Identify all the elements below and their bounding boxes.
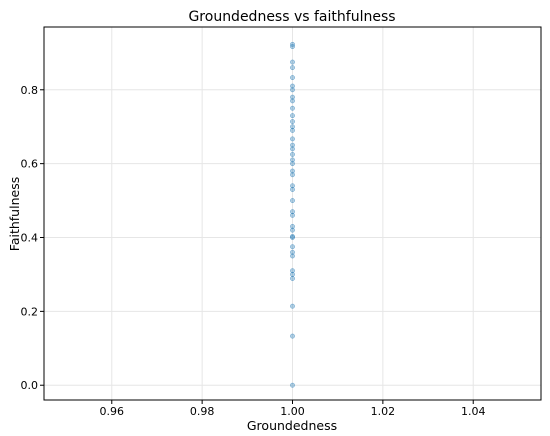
scatter-point bbox=[290, 172, 295, 178]
scatter-point bbox=[290, 113, 295, 119]
scatter-point bbox=[290, 209, 295, 215]
y-axis-label: Faithfulness bbox=[7, 177, 22, 251]
x-tick-label: 1.00 bbox=[280, 405, 305, 418]
scatter-point bbox=[290, 157, 295, 163]
scatter-point bbox=[290, 65, 295, 71]
y-tick-label: 0.2 bbox=[21, 305, 39, 318]
scatter-point bbox=[290, 198, 295, 204]
x-tick-label: 1.04 bbox=[461, 405, 486, 418]
scatter-point bbox=[290, 41, 295, 47]
scatter-point bbox=[290, 333, 295, 339]
scatter-point bbox=[290, 253, 295, 259]
y-tick-label: 0.0 bbox=[21, 379, 39, 392]
x-axis-ticks: 0.96 0.98 1.00 1.02 1.04 bbox=[100, 400, 486, 418]
scatter-point bbox=[290, 94, 295, 100]
scatter-point bbox=[290, 98, 295, 104]
scatter-point bbox=[290, 127, 295, 133]
scatter-point bbox=[290, 235, 295, 240]
y-axis-ticks: 0.0 0.2 0.4 0.6 0.8 bbox=[21, 84, 44, 392]
scatter-point bbox=[290, 75, 295, 81]
scatter-point bbox=[290, 227, 295, 233]
scatter-point bbox=[290, 168, 295, 174]
scatter-point bbox=[290, 271, 295, 277]
scatter-point bbox=[290, 276, 295, 281]
x-axis-label: Groundedness bbox=[247, 418, 337, 433]
scatter-point bbox=[290, 161, 295, 167]
scatter-point bbox=[290, 183, 295, 189]
x-tick-label: 0.96 bbox=[100, 405, 125, 418]
scatter-point bbox=[290, 223, 295, 229]
scatter-point bbox=[290, 87, 295, 93]
scatter-point bbox=[290, 303, 295, 309]
data-points bbox=[290, 41, 295, 388]
y-tick-label: 0.8 bbox=[21, 84, 39, 97]
scatter-point bbox=[290, 187, 295, 192]
scatter-point bbox=[290, 105, 295, 111]
scatter-point bbox=[290, 249, 295, 255]
scatter-point bbox=[290, 244, 295, 250]
y-tick-label: 0.4 bbox=[21, 232, 39, 245]
x-tick-label: 1.02 bbox=[371, 405, 396, 418]
x-tick-label: 0.98 bbox=[190, 405, 215, 418]
scatter-point bbox=[290, 83, 295, 89]
scatter-point bbox=[290, 119, 295, 124]
chart-title: Groundedness vs faithfulness bbox=[188, 9, 395, 25]
scatter-point bbox=[290, 124, 295, 130]
y-tick-label: 0.6 bbox=[21, 158, 39, 171]
scatter-point bbox=[290, 233, 295, 239]
scatter-point bbox=[290, 268, 295, 274]
scatter-point bbox=[290, 142, 295, 148]
scatter-point bbox=[290, 59, 295, 65]
scatter-point bbox=[290, 382, 295, 388]
scatter-point bbox=[290, 151, 295, 157]
scatter-point bbox=[290, 212, 295, 218]
scatter-point bbox=[290, 146, 295, 152]
grid bbox=[44, 27, 541, 400]
scatter-point bbox=[290, 136, 295, 142]
